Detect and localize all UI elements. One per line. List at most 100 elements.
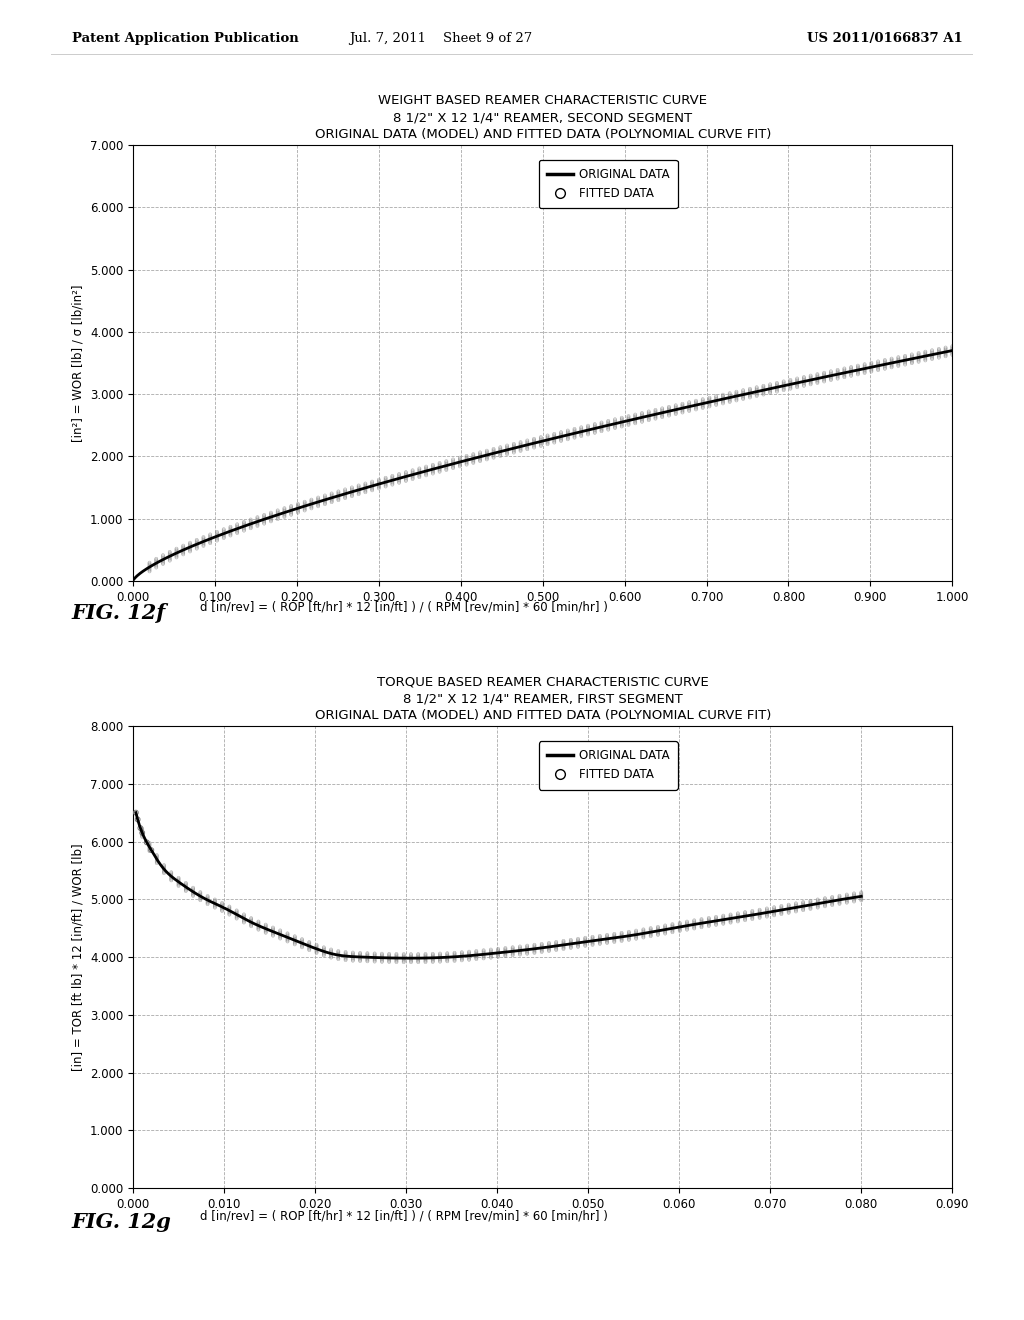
Point [438, 454, 455, 475]
Point [280, 929, 296, 950]
Point [613, 927, 630, 948]
Point [236, 911, 252, 932]
Point [918, 350, 934, 371]
Point [910, 350, 927, 371]
Point [809, 370, 825, 391]
Text: Jul. 7, 2011    Sheet 9 of 27: Jul. 7, 2011 Sheet 9 of 27 [349, 32, 531, 45]
Point [730, 908, 746, 929]
Point [410, 945, 426, 966]
Point [621, 924, 637, 945]
Point [931, 343, 947, 364]
Point [890, 354, 906, 375]
Point [534, 939, 550, 960]
Point [613, 923, 630, 944]
Point [796, 375, 812, 396]
Point [148, 549, 165, 570]
Point [688, 392, 705, 413]
Point [540, 432, 556, 453]
Point [634, 407, 650, 428]
Point [837, 362, 853, 383]
Point [493, 437, 509, 458]
Point [256, 506, 272, 527]
Point [787, 895, 804, 916]
Point [222, 523, 239, 544]
Point [209, 524, 225, 545]
Point [315, 940, 332, 961]
Point [546, 424, 562, 445]
Point [519, 436, 536, 457]
Point [315, 945, 332, 966]
Point [766, 900, 782, 921]
Point [207, 890, 223, 911]
Point [688, 397, 705, 418]
Point [735, 387, 752, 408]
Point [607, 412, 624, 433]
Point [193, 888, 209, 909]
Point [438, 458, 455, 479]
Point [627, 413, 643, 434]
Point [505, 941, 521, 962]
Point [944, 339, 961, 360]
Point [802, 894, 818, 915]
Point [276, 503, 293, 524]
Point [546, 425, 562, 446]
Point [175, 537, 191, 558]
Point [301, 933, 317, 954]
Point [541, 937, 557, 958]
Point [526, 434, 543, 455]
Point [672, 915, 688, 936]
Point [499, 436, 515, 457]
Point [177, 874, 194, 895]
Point [635, 923, 651, 944]
Point [446, 944, 463, 965]
Point [250, 912, 266, 933]
Point [345, 942, 361, 964]
Point [177, 874, 194, 895]
Point [519, 939, 536, 960]
Point [141, 834, 158, 855]
Point [810, 891, 826, 912]
Point [196, 528, 212, 549]
Point [674, 396, 690, 417]
Point [884, 355, 900, 376]
Point [839, 884, 855, 906]
Point [418, 945, 434, 966]
Point [283, 500, 299, 521]
Point [478, 442, 495, 463]
Point [628, 921, 644, 942]
Point [236, 906, 252, 927]
Point [759, 906, 775, 927]
Point [788, 374, 805, 395]
Point [694, 388, 711, 409]
Point [559, 424, 575, 445]
Point [425, 458, 441, 479]
Point [937, 342, 953, 363]
Point [674, 401, 690, 422]
Point [404, 469, 421, 490]
Point [168, 546, 184, 568]
Point [693, 909, 710, 931]
Point [478, 444, 495, 465]
Point [681, 395, 697, 416]
Point [694, 396, 711, 417]
Point [722, 908, 738, 929]
Point [877, 356, 893, 378]
Point [269, 504, 286, 525]
Point [769, 378, 785, 399]
Point [816, 368, 833, 389]
Point [454, 942, 470, 964]
Point [593, 413, 609, 434]
Point [749, 385, 765, 407]
Point [634, 409, 650, 430]
Point [388, 948, 404, 969]
Point [762, 374, 778, 395]
Point [831, 888, 848, 909]
Point [200, 891, 216, 912]
Point [657, 917, 674, 939]
Point [323, 944, 339, 965]
Point [769, 380, 785, 401]
Point [701, 388, 718, 409]
Point [795, 894, 811, 915]
Point [796, 367, 812, 388]
Point [364, 477, 380, 498]
